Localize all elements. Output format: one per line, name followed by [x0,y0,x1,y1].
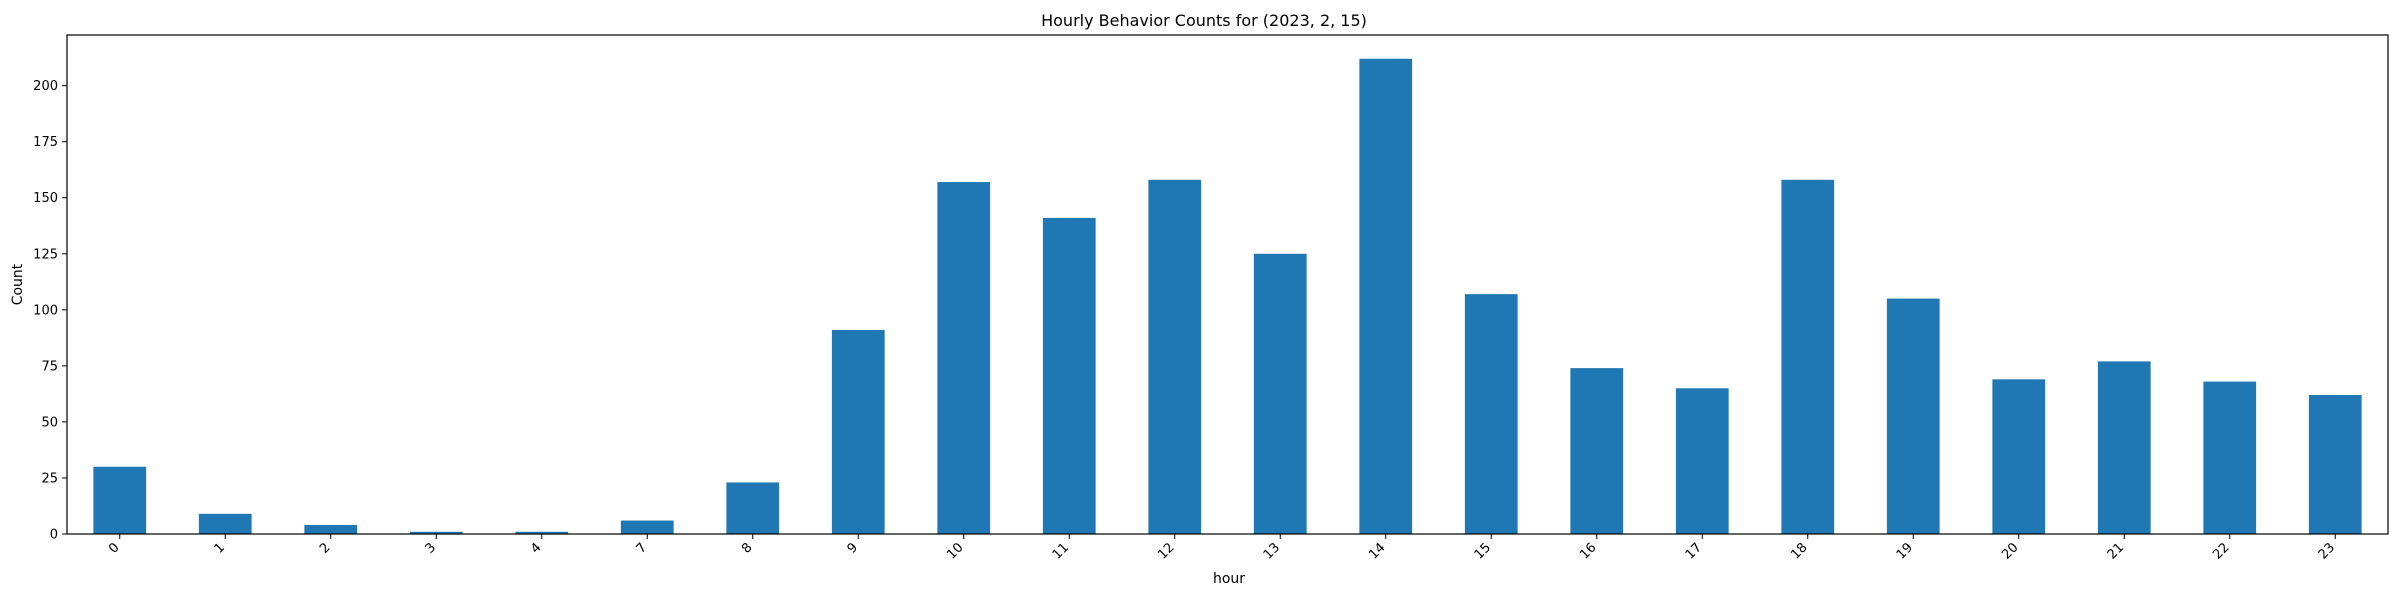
x-tick-label: 4 [528,540,544,556]
bar-hour-9 [831,330,885,534]
bar-hour-1 [198,513,252,534]
bar-hour-12 [1148,179,1202,534]
chart-title: Hourly Behavior Counts for (2023, 2, 15) [1041,11,1367,30]
y-tick-label: 0 [50,528,58,543]
bars-group [93,58,2362,535]
x-tick-label: 0 [106,540,122,556]
y-axis-label: Count [10,263,26,305]
x-tick-label: 10 [944,540,966,562]
bar-hour-19 [1886,298,1940,534]
bar-hour-2 [304,525,358,534]
y-tick-label: 200 [33,79,58,94]
y-tick-label: 75 [41,359,58,374]
x-tick-label: 12 [1155,540,1177,562]
bar-hour-8 [726,482,780,534]
x-tick-label: 13 [1261,540,1283,562]
bar-hour-10 [937,182,991,535]
y-tick-label: 150 [33,191,58,206]
bar-hour-22 [2203,381,2257,534]
x-tick-label: 7 [634,540,650,556]
y-tick-label: 125 [33,247,58,262]
x-axis-ticks: 0 1 2 3 4 7 8 9 10 11 12 13 14 15 16 17 18 19 20 21 22 23 [106,534,2338,563]
x-tick-label: 8 [739,540,755,556]
y-tick-label: 50 [41,415,58,430]
bar-hour-14 [1359,58,1413,534]
x-tick-label: 19 [1894,540,1916,562]
x-tick-label: 21 [2105,540,2127,562]
x-tick-label: 2 [317,540,333,556]
y-axis-ticks: 0 25 50 75 100 125 150 175 200 [33,79,67,543]
bar-hour-17 [1675,388,1729,534]
bar-hour-3 [409,531,463,534]
x-tick-label: 11 [1050,540,1072,562]
x-tick-label: 16 [1577,540,1599,562]
bar-hour-7 [620,520,674,534]
x-tick-label: 1 [212,540,228,556]
bar-hour-20 [1992,379,2046,534]
bar-hour-15 [1464,294,1518,534]
x-axis-label: hour [1213,571,1245,587]
bar-hour-23 [2308,395,2362,534]
x-tick-label: 15 [1472,540,1494,562]
bar-hour-13 [1253,253,1307,535]
bar-hour-0 [93,466,147,534]
x-tick-label: 22 [2210,540,2232,562]
y-tick-label: 175 [33,135,58,150]
bar-hour-21 [2097,361,2151,534]
x-tick-label: 3 [423,540,439,556]
y-tick-label: 25 [41,471,58,486]
x-tick-label: 18 [1788,540,1810,562]
y-tick-label: 100 [33,303,58,318]
x-tick-label: 17 [1683,540,1705,562]
x-tick-label: 20 [1999,540,2021,562]
x-tick-label: 14 [1366,540,1388,562]
plot-area-frame [66,34,2389,535]
bar-hour-16 [1570,368,1624,534]
x-tick-label: 23 [2316,540,2338,562]
bar-hour-18 [1781,179,1835,534]
bar-hour-11 [1042,217,1096,535]
x-tick-label: 9 [845,540,861,556]
bar-hour-4 [515,531,569,534]
